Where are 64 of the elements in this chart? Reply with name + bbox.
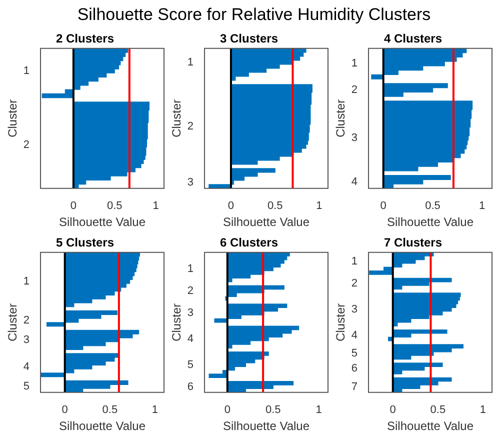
x-tick-label: 0.5 <box>430 404 446 416</box>
chart-title: 5 Clusters <box>56 236 114 250</box>
y-tick-label: 1 <box>23 65 30 78</box>
x-tick-label: 1 <box>316 200 322 212</box>
y-tick-label: 1 <box>23 276 30 288</box>
x-tick-label: 0 <box>380 200 386 212</box>
chart-title: 7 Clusters <box>384 236 442 250</box>
y-tick-label: 1 <box>187 56 194 68</box>
y-tick-label: 4 <box>351 176 358 188</box>
y-tick-label: 2 <box>23 139 30 152</box>
y-tick-label: 3 <box>23 334 30 346</box>
y-axis-title: Cluster <box>6 303 20 342</box>
y-tick-label: 6 <box>351 362 358 374</box>
x-axis-title: Silhouette Value <box>223 215 310 230</box>
y-tick-label: 3 <box>351 304 358 316</box>
text: Silhouette Score for Relative Humidity Clusters <box>76 4 432 26</box>
chart-title: 3 Clusters <box>220 32 278 46</box>
x-tick-label: 1 <box>480 404 486 416</box>
x-tick-label: 1 <box>479 200 486 212</box>
y-tick-label: 2 <box>187 120 194 132</box>
y-tick-label: 3 <box>187 307 194 320</box>
y-axis-title: Cluster <box>334 303 348 342</box>
x-tick-label: 0.5 <box>425 200 440 212</box>
x-tick-label: 0 <box>390 404 396 416</box>
x-tick-label: 0.5 <box>102 404 118 416</box>
x-tick-label: 0 <box>70 200 77 212</box>
y-tick-label: 4 <box>23 361 30 374</box>
x-tick-label: 0.5 <box>265 404 281 416</box>
y-tick-label: 2 <box>23 314 30 326</box>
x-axis-title: Silhouette Value <box>59 215 146 230</box>
y-tick-label: 7 <box>351 380 358 393</box>
y-tick-label: 4 <box>187 333 194 346</box>
y-tick-label: 5 <box>23 380 30 393</box>
x-tick-label: 0 <box>62 404 68 416</box>
chart-title: 2 Clusters <box>56 32 114 46</box>
x-tick-label: 1 <box>152 404 158 416</box>
y-tick-label: 6 <box>187 380 194 393</box>
chart-title: 6 Clusters <box>220 236 278 250</box>
y-axis-title: Cluster <box>334 99 348 138</box>
y-axis-title: Cluster <box>170 99 184 138</box>
x-axis-title: Silhouette Value <box>387 419 474 434</box>
y-tick-label: 5 <box>187 358 194 371</box>
x-tick-label: 1 <box>152 200 159 212</box>
x-tick-label: 1 <box>316 404 322 416</box>
y-tick-label: 1 <box>351 256 358 268</box>
y-axis-title: Cluster <box>170 303 184 342</box>
chart-title: 4 Clusters <box>384 32 442 46</box>
y-tick-label: 1 <box>351 58 358 70</box>
x-tick-label: 0.5 <box>106 200 122 212</box>
x-axis-title: Silhouette Value <box>387 215 474 230</box>
y-tick-label: 1 <box>187 263 194 276</box>
y-axis-title: Cluster <box>6 99 20 138</box>
x-tick-label: 0 <box>224 404 230 416</box>
y-tick-label: 5 <box>351 348 358 360</box>
x-axis-title: Silhouette Value <box>223 419 310 434</box>
y-tick-label: 3 <box>187 176 194 188</box>
y-tick-label: 3 <box>351 132 358 144</box>
x-axis-title: Silhouette Value <box>59 419 146 434</box>
y-tick-label: 2 <box>351 84 358 96</box>
y-tick-label: 4 <box>351 329 358 342</box>
y-tick-label: 2 <box>187 285 194 298</box>
x-tick-label: 0 <box>228 200 234 212</box>
x-tick-label: 0.5 <box>267 200 283 212</box>
y-tick-label: 2 <box>351 278 358 290</box>
